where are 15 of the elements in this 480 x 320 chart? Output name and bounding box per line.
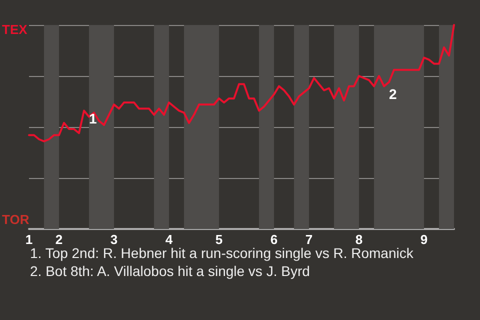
x-tick-label: 6 [270,232,278,247]
x-tick-label: 8 [355,232,363,247]
annotation: 2 [389,86,397,102]
annotation: 1 [89,110,97,127]
x-tick-label: 9 [420,232,428,247]
text: TEX [2,22,28,37]
x-tick-label: 7 [305,232,313,247]
text: 1. Top 2nd: R. Hebner hit a run-scoring single vs R. Romanick [30,245,414,261]
x-tick-label: 5 [215,232,223,247]
x-tick-label: 3 [110,232,118,247]
x-tick-label: 1 [25,232,33,247]
x-tick-label: 4 [165,232,174,247]
text: 2. Bot 8th: A. Villalobos hit a single vs J. Byrd [30,263,310,279]
x-tick-label: 2 [55,232,63,247]
annotation: TOR [2,212,30,227]
